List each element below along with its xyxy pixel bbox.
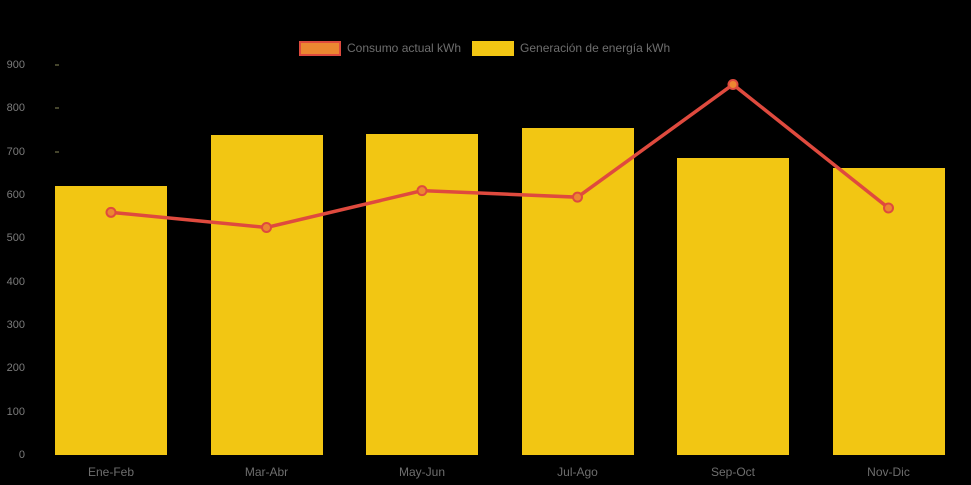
consumo-line-point-Mar-Abr (261, 222, 272, 233)
bar-generacion-Jul-Ago (521, 127, 634, 455)
y-axis-tick-mark (55, 64, 59, 66)
consumo-line-point-Jul-Ago (572, 191, 583, 203)
consumo-line-point-Sep-Oct (727, 79, 739, 90)
x-axis-category-label: Sep-Oct (710, 465, 755, 479)
y-axis-tick-label: 300 (6, 319, 25, 331)
bar-generacion-Ene-Feb (55, 186, 167, 455)
bar-generacion-Sep-Oct (677, 158, 789, 455)
x-axis-category-label: Jul-Ago (557, 465, 598, 479)
consumo-line-point-Nov-Dic (883, 202, 894, 214)
x-axis-category-label: May-Jun (398, 465, 445, 479)
bar-generacion-Mar-Abr (210, 135, 323, 455)
y-axis-tick-label: 500 (6, 232, 25, 245)
y-axis-tick-label: 900 (6, 59, 25, 71)
bar-generacion-Nov-Dic (832, 167, 945, 455)
y-axis-tick-label: 600 (6, 189, 25, 201)
legend-item-generacion-energia[interactable]: Generación de energía kWh (472, 40, 670, 56)
consumo-line-path (110, 82, 890, 230)
y-axis-tick-label: 200 (6, 362, 25, 375)
y-axis-tick-mark (55, 150, 59, 153)
legend-swatch-generacion-icon (472, 40, 515, 56)
x-axis-category-label: Ene-Feb (87, 465, 135, 479)
y-axis-tick-mark (55, 107, 59, 110)
consumo-line-point-Ene-Feb (105, 206, 117, 218)
y-axis-tick-label: 800 (6, 102, 25, 115)
y-axis-tick-label: 100 (6, 405, 25, 418)
x-axis-category-label: Nov-Dic (867, 465, 910, 479)
x-axis-category-label: Mar-Abr (244, 465, 289, 479)
y-axis-tick-label: 400 (6, 275, 25, 288)
consumo-line-point-May-Jun (416, 185, 428, 197)
legend-item-consumo-actual[interactable]: Consumo actual kWh (299, 40, 461, 56)
legend-label-generacion: Generación de energía kWh (520, 41, 671, 55)
legend-swatch-consumo-icon (299, 40, 341, 56)
y-axis-tick-label: 0 (18, 449, 25, 461)
legend-label-consumo: Consumo actual kWh (347, 41, 462, 55)
chart-legend: Consumo actual kWh Generación de energía… (299, 40, 670, 56)
y-axis-tick-label: 700 (6, 145, 25, 158)
